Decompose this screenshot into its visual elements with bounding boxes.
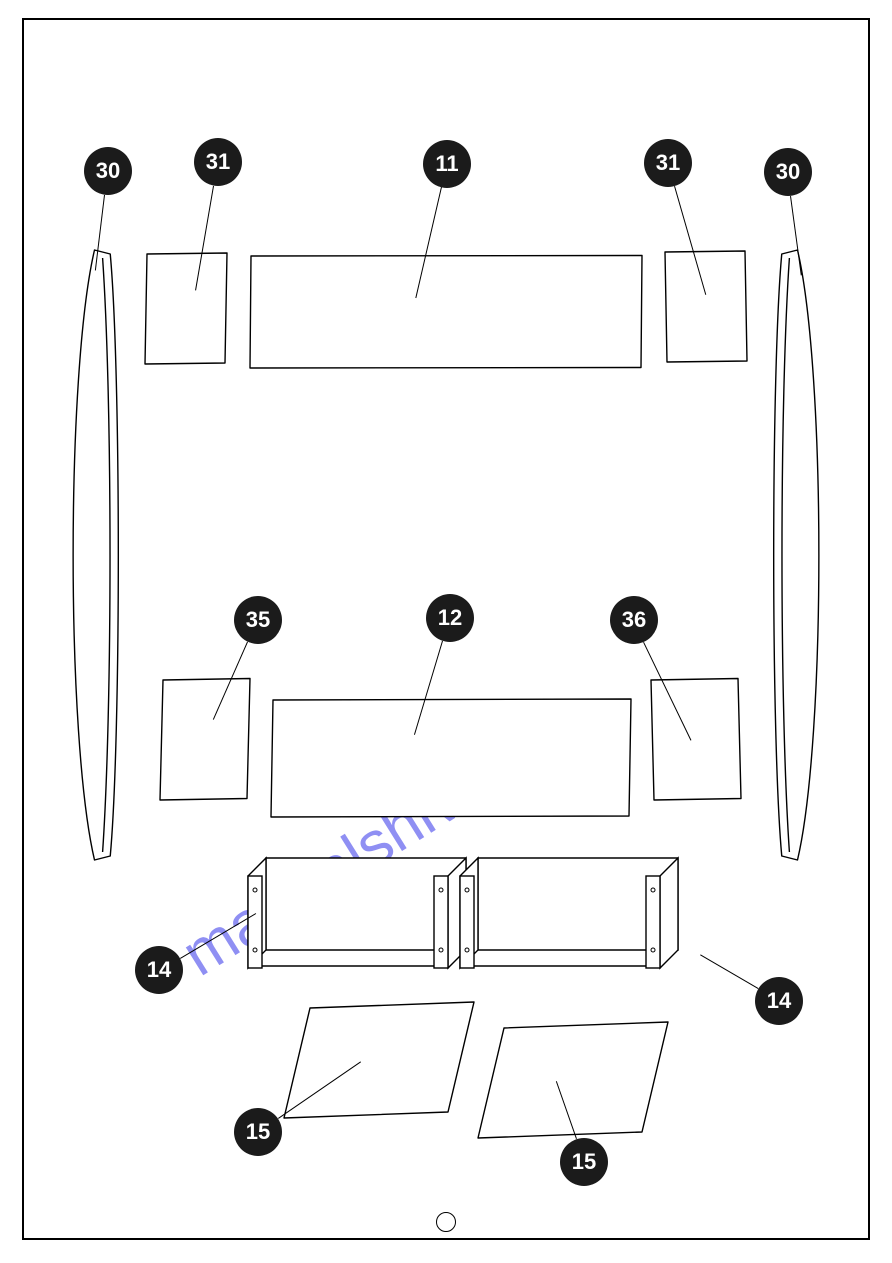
part-badge-30: 30 — [84, 147, 132, 195]
page-number-circle — [436, 1212, 456, 1232]
part-badge-14: 14 — [135, 946, 183, 994]
part-badge-36: 36 — [610, 596, 658, 644]
part-badge-14: 14 — [755, 977, 803, 1025]
part-badge-35: 35 — [234, 596, 282, 644]
diagram-page: manualshive.com 303111313035123614141515 — [0, 0, 892, 1263]
part-badge-15: 15 — [560, 1138, 608, 1186]
part-badge-30: 30 — [764, 148, 812, 196]
part-badge-12: 12 — [426, 594, 474, 642]
part-badge-31: 31 — [644, 139, 692, 187]
part-badge-15: 15 — [234, 1108, 282, 1156]
part-badge-31: 31 — [194, 138, 242, 186]
part-badge-11: 11 — [423, 140, 471, 188]
